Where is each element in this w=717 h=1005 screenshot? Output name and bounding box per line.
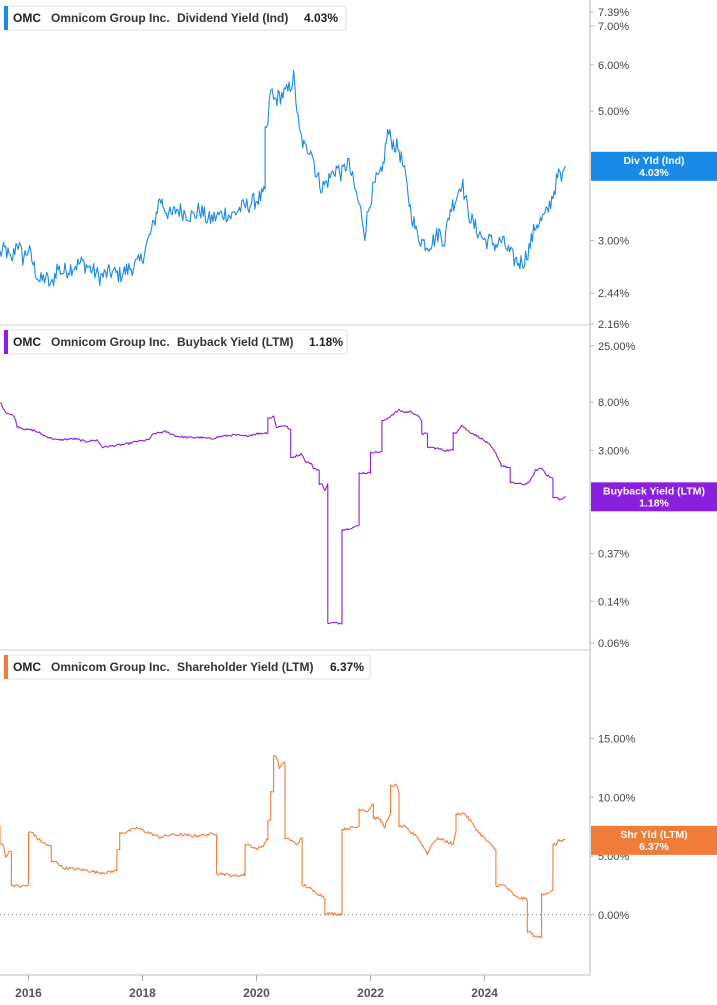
- x-tick-label: 2018: [129, 986, 156, 1000]
- chart-panel-2: 25.00%8.00%3.00%1.00%0.37%0.14%0.06%Buyb…: [0, 329, 717, 650]
- y-tick-label: 7.00%: [598, 21, 629, 33]
- badge-background: [591, 825, 717, 855]
- legend-company: Omnicom Group Inc.: [51, 11, 170, 25]
- x-axis: 2016 2018 2020 2022 2024: [15, 975, 498, 1000]
- legend-company: Omnicom Group Inc.: [51, 660, 170, 674]
- legend: OMC Omnicom Group Inc. Shareholder Yield (…: [3, 654, 371, 680]
- legend: OMC Omnicom Group Inc. Buyback Yield (LTM)…: [3, 329, 348, 355]
- legend-metric: Buyback Yield (LTM): [177, 335, 293, 349]
- chart-panel-3: 15.00%10.00%5.00%0.00%Shr Yld (LTM)6.37%…: [0, 654, 717, 939]
- legend-metric: Dividend Yield (Ind): [177, 11, 288, 25]
- legend-metric: Shareholder Yield (LTM): [177, 660, 313, 674]
- badge-label: Shr Yld (LTM): [620, 829, 687, 841]
- y-tick-label: 25.00%: [598, 341, 636, 353]
- series-line: [0, 402, 566, 625]
- x-tick-label: 2022: [357, 986, 384, 1000]
- badge-label: Div Yld (Ind): [623, 155, 684, 167]
- y-tick-label: 2.16%: [598, 319, 629, 331]
- x-tick-label: 2020: [243, 986, 270, 1000]
- y-tick-label: 2.44%: [598, 288, 629, 300]
- y-tick-label: 0.37%: [598, 548, 629, 560]
- y-tick-label: 0.06%: [598, 638, 629, 650]
- series-line: [0, 70, 567, 287]
- current-value-badge: Buyback Yield (LTM)1.18%: [591, 482, 717, 512]
- badge-label: Buyback Yield (LTM): [603, 485, 705, 497]
- y-tick-label: 8.00%: [598, 397, 629, 409]
- legend-current-value: 4.03%: [304, 11, 338, 25]
- y-tick-label: 0.00%: [598, 910, 629, 922]
- current-value-badge: Shr Yld (LTM)6.37%: [591, 825, 717, 855]
- legend-color-swatch: [4, 655, 8, 679]
- y-tick-label: 3.00%: [598, 445, 629, 457]
- legend-ticker: OMC: [13, 11, 41, 25]
- chart-panel-1: 7.39%7.00%6.00%5.00%4.00%3.00%2.44%2.16%…: [0, 5, 717, 331]
- y-tick-label: 10.00%: [598, 792, 636, 804]
- y-tick-label: 0.14%: [598, 596, 629, 608]
- legend: OMC Omnicom Group Inc. Dividend Yield (Ind…: [3, 5, 347, 31]
- badge-value: 6.37%: [639, 841, 669, 853]
- x-tick-label: 2024: [471, 986, 498, 1000]
- badge-value: 4.03%: [639, 167, 669, 179]
- legend-current-value: 1.18%: [309, 335, 343, 349]
- legend-company: Omnicom Group Inc.: [51, 335, 170, 349]
- legend-current-value: 6.37%: [330, 660, 364, 674]
- badge-value: 1.18%: [639, 497, 669, 509]
- current-value-badge: Div Yld (Ind)4.03%: [591, 151, 717, 181]
- y-tick-label: 7.39%: [598, 7, 629, 19]
- y-tick-label: 15.00%: [598, 734, 636, 746]
- legend-ticker: OMC: [13, 335, 41, 349]
- y-tick-label: 6.00%: [598, 60, 629, 72]
- y-tick-label: 5.00%: [598, 106, 629, 118]
- legend-color-swatch: [4, 6, 8, 30]
- badge-background: [591, 482, 717, 512]
- legend-color-swatch: [4, 330, 8, 354]
- series-line: [0, 755, 566, 939]
- x-tick-label: 2016: [15, 986, 42, 1000]
- legend-ticker: OMC: [13, 660, 41, 674]
- y-tick-label: 3.00%: [598, 236, 629, 248]
- badge-background: [591, 151, 717, 181]
